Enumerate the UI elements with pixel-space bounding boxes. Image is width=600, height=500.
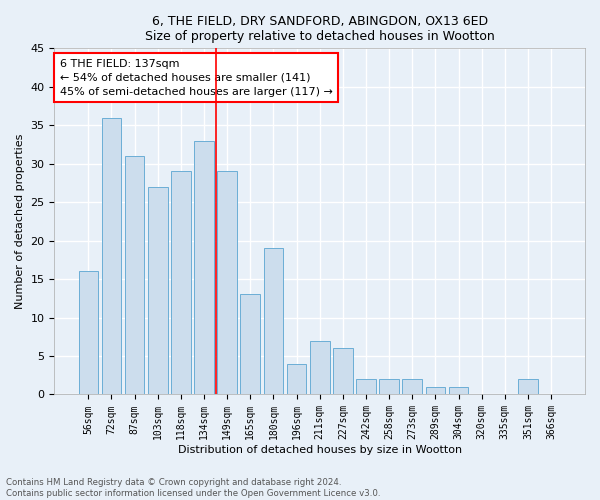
Text: 6 THE FIELD: 137sqm
← 54% of detached houses are smaller (141)
45% of semi-detac: 6 THE FIELD: 137sqm ← 54% of detached ho… [60, 58, 332, 96]
Bar [425, 387, 445, 394]
Title: 6, THE FIELD, DRY SANDFORD, ABINGDON, OX13 6ED
Size of property relative to deta: 6, THE FIELD, DRY SANDFORD, ABINGDON, OX… [145, 15, 494, 43]
Bar [101, 118, 121, 394]
Bar [125, 156, 145, 394]
Bar [171, 172, 191, 394]
Bar [79, 272, 98, 394]
Y-axis label: Number of detached properties: Number of detached properties [15, 134, 25, 309]
Text: Contains HM Land Registry data © Crown copyright and database right 2024.
Contai: Contains HM Land Registry data © Crown c… [6, 478, 380, 498]
Bar [356, 379, 376, 394]
Bar [518, 379, 538, 394]
Bar [217, 172, 237, 394]
Bar [194, 140, 214, 394]
Bar [403, 379, 422, 394]
Bar [333, 348, 353, 395]
Bar [148, 187, 167, 394]
Bar [263, 248, 283, 394]
Bar [287, 364, 307, 394]
Bar [449, 387, 469, 394]
X-axis label: Distribution of detached houses by size in Wootton: Distribution of detached houses by size … [178, 445, 462, 455]
Bar [241, 294, 260, 394]
Bar [310, 340, 329, 394]
Bar [379, 379, 399, 394]
